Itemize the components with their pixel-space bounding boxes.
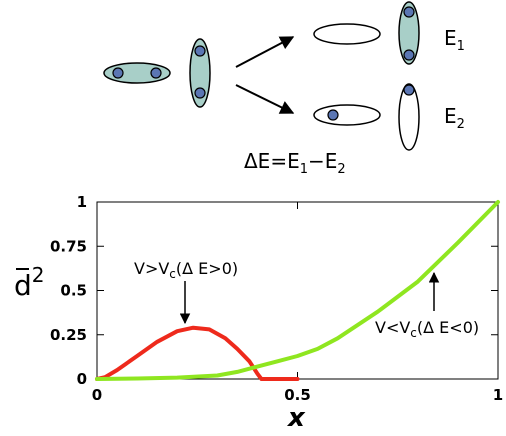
y-tick-label: 0.25: [50, 326, 87, 344]
electron-dot: [194, 45, 206, 57]
orbital-ellipse: [313, 104, 381, 126]
x-tick-label: 1: [493, 386, 503, 404]
y-tick-label: 0.75: [50, 237, 87, 255]
series-line-2: [95, 200, 500, 381]
annotations: V>Vc(Δ E>0) V<Vc(Δ E<0): [134, 259, 479, 340]
electron-dot: [403, 84, 415, 96]
x-axis-label: x: [286, 403, 306, 433]
e1-label: E1: [444, 26, 465, 54]
e2-label: E2: [444, 104, 465, 132]
electron-dot: [150, 67, 162, 79]
plot-frame: [96, 201, 499, 380]
y-axis-label: d2: [14, 263, 45, 302]
y-tick-label: 1: [77, 193, 87, 211]
y-tick-label: 0.5: [60, 282, 87, 300]
electron-dot: [194, 87, 206, 99]
electron-dot: [403, 49, 415, 61]
state-e1: E1: [313, 1, 465, 65]
axis-ticks: 0 0.25 0.5 0.75 1 0 0.5 1: [50, 193, 503, 404]
electron-dot: [403, 6, 415, 18]
annotation-label: V<Vc(Δ E<0): [375, 318, 479, 340]
y-tick-label: 0: [77, 370, 87, 388]
molecule-horizontal: [103, 62, 171, 84]
series-group: [95, 200, 500, 381]
arrow-up: [235, 36, 295, 68]
empty-ellipse: [398, 83, 420, 151]
state-e2: E2: [313, 83, 465, 151]
empty-ellipse: [313, 23, 381, 45]
orbital-ellipse: [398, 1, 420, 65]
series-line-1: [95, 325, 300, 381]
annotation-label: V>Vc(Δ E>0): [134, 259, 238, 281]
x-tick-label: 0: [92, 386, 102, 404]
orbital-ellipse: [189, 38, 211, 108]
chart: 0 0.25 0.5 0.75 1 0 0.5 1 V>Vc(Δ E>0) V<Vc(Δ E<0…: [14, 193, 503, 433]
electron-dot: [112, 67, 124, 79]
molecule-vertical: [189, 38, 211, 108]
delta-e-equation: ΔE=E1−E2: [244, 149, 346, 177]
schematic: E1 E2 ΔE=E1−E2: [103, 1, 465, 177]
electron-dot: [327, 109, 339, 121]
x-tick-label: 0.5: [284, 386, 311, 404]
arrow-down: [235, 84, 295, 114]
